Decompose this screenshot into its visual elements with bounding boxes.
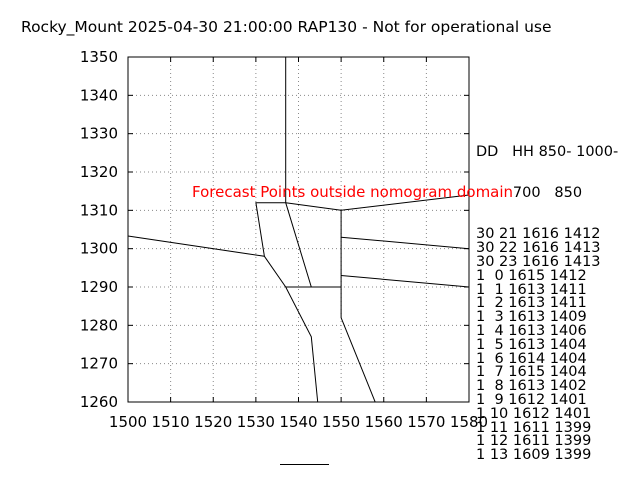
table-row: 1 1 1613 1411 xyxy=(476,281,587,298)
y-tick-label: 1310 xyxy=(80,201,118,219)
table-row: 1 11 1611 1399 xyxy=(476,419,592,436)
y-tick-label: 1300 xyxy=(80,240,118,258)
data-table: DD HH 850- 1000- 700 850 30 21 1616 1412… xyxy=(476,118,618,477)
x-tick-label: 1530 xyxy=(237,413,275,431)
nomogram-line xyxy=(340,317,376,403)
y-tick-label: 1340 xyxy=(80,86,118,104)
table-row: 1 0 1615 1412 xyxy=(476,267,587,284)
y-tick-label: 1270 xyxy=(80,355,118,373)
table-row: 1 12 1611 1399 xyxy=(476,433,592,450)
series-lines xyxy=(127,57,470,403)
x-tick-label: 1540 xyxy=(279,413,317,431)
y-tick-label: 1290 xyxy=(80,278,118,296)
table-row: 1 9 1612 1401 xyxy=(476,391,587,408)
table-row: 30 22 1616 1413 xyxy=(476,240,601,257)
table-rows: 30 21 1616 1412 30 22 1616 1413 30 23 1616… xyxy=(476,226,618,464)
table-row: 1 10 1612 1401 xyxy=(476,405,592,422)
nomogram-line xyxy=(127,202,286,257)
nomogram-line xyxy=(285,202,342,288)
table-row: 1 13 1609 1399 xyxy=(476,447,592,464)
y-tick-label: 1260 xyxy=(80,393,118,411)
nomogram-line xyxy=(263,256,319,403)
warning-annotation: Forecast Points outside nomogram domain xyxy=(192,183,513,201)
x-tick-label: 1560 xyxy=(365,413,403,431)
y-tick-label: 1320 xyxy=(80,163,118,181)
table-row: 30 21 1616 1412 xyxy=(476,226,601,243)
x-tick-label: 1570 xyxy=(407,413,445,431)
table-row: 30 23 1616 1413 xyxy=(476,253,601,270)
y-tick-label: 1280 xyxy=(80,316,118,334)
table-row: 1 4 1613 1406 xyxy=(476,322,587,339)
x-axis: 1500 1510 1520 1530 1540 1550 1560 1570 1580 xyxy=(109,57,488,431)
x-tick-label: 1580 xyxy=(450,413,488,431)
bottom-dash xyxy=(280,464,329,465)
table-row: 1 5 1613 1404 xyxy=(476,336,587,353)
y-tick-label: 1330 xyxy=(80,125,118,143)
nomogram-line xyxy=(341,236,470,250)
x-tick-label: 1520 xyxy=(194,413,232,431)
nomogram-line xyxy=(341,275,470,288)
y-axis: 1260 1270 1280 1290 1300 1310 1320 1330 1340 1350 xyxy=(80,48,469,411)
table-row: 1 3 1613 1409 xyxy=(476,309,587,326)
table-row: 1 6 1614 1404 xyxy=(476,350,587,367)
table-row: 1 8 1613 1402 xyxy=(476,378,587,395)
table-row: 1 7 1615 1404 xyxy=(476,364,587,381)
x-tick-label: 1500 xyxy=(109,413,147,431)
x-tick-label: 1510 xyxy=(152,413,190,431)
y-tick-label: 1350 xyxy=(80,48,118,66)
chart-title: Rocky_Mount 2025-04-30 21:00:00 RAP130 -… xyxy=(21,18,552,36)
table-header-line2: 700 850 xyxy=(476,184,583,201)
table-row: 1 2 1613 1411 xyxy=(476,295,587,312)
grid xyxy=(128,57,469,402)
x-tick-label: 1550 xyxy=(322,413,360,431)
table-header-line1: DD HH 850- 1000- xyxy=(476,143,619,160)
